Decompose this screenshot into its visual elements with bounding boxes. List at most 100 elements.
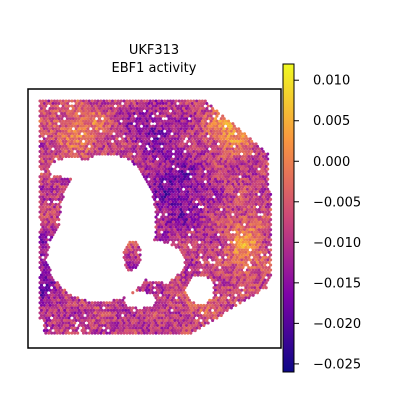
spot (170, 293, 174, 297)
spot (250, 286, 254, 290)
spot (139, 170, 144, 174)
spot (187, 147, 191, 151)
spot (164, 313, 168, 318)
spot (200, 170, 204, 174)
spot (229, 260, 233, 265)
spot (183, 296, 187, 300)
spot (93, 129, 97, 133)
spot (96, 301, 100, 305)
spot (55, 296, 59, 300)
spot (92, 112, 96, 116)
spot (266, 177, 270, 181)
spot (183, 210, 187, 214)
spot (141, 117, 145, 121)
spot (92, 323, 96, 328)
spot (269, 233, 273, 237)
spot (70, 109, 74, 113)
spot (151, 326, 155, 330)
spot (266, 192, 270, 196)
spot (184, 101, 189, 106)
spot (192, 235, 196, 239)
spot (208, 207, 212, 212)
spot (229, 190, 233, 194)
spot (183, 185, 187, 189)
spot (264, 220, 268, 224)
spot (44, 119, 48, 123)
spot (142, 316, 146, 320)
spot (211, 142, 215, 146)
spot (215, 205, 219, 209)
spot (219, 258, 223, 262)
spot (213, 288, 218, 292)
spot (211, 273, 215, 277)
spot (179, 283, 183, 287)
spot (263, 243, 267, 247)
spot (68, 112, 73, 116)
spot (248, 228, 252, 232)
spot (202, 313, 206, 318)
spot (173, 132, 177, 136)
spot (96, 139, 100, 143)
spot (208, 313, 212, 318)
spot (228, 167, 232, 171)
spot (126, 112, 131, 116)
spot (250, 190, 254, 194)
spot (244, 240, 248, 244)
spot (195, 129, 199, 133)
spot (186, 326, 190, 330)
spot (129, 268, 133, 272)
spot (195, 175, 199, 179)
spot (216, 308, 220, 312)
spot (157, 281, 161, 285)
spot (38, 306, 42, 310)
spot (45, 182, 49, 186)
spot (89, 101, 93, 106)
spot (237, 258, 241, 262)
spot (202, 243, 206, 247)
spot (124, 137, 128, 141)
spot (202, 132, 206, 136)
spot (151, 109, 155, 113)
spot (240, 157, 244, 161)
spot (93, 109, 97, 113)
spot (231, 122, 235, 126)
spot (174, 306, 178, 310)
spot (109, 107, 113, 111)
spot (137, 286, 141, 290)
spot (229, 286, 233, 290)
spot (184, 187, 189, 191)
spot (225, 283, 229, 287)
spot (226, 200, 231, 204)
spot (254, 238, 258, 242)
spot (269, 202, 273, 206)
spot (157, 235, 161, 239)
spot (170, 323, 174, 328)
spot (167, 187, 171, 191)
spot (209, 245, 213, 249)
spot (155, 152, 160, 156)
spot (145, 154, 149, 159)
spot (186, 321, 190, 325)
spot (193, 192, 197, 196)
spot (182, 101, 186, 106)
spot (180, 154, 184, 159)
spot (176, 142, 180, 146)
spot (261, 230, 265, 234)
spot (205, 112, 209, 116)
spot (184, 172, 189, 176)
spot (105, 311, 109, 315)
spot (251, 157, 255, 161)
spot (179, 248, 183, 252)
spot (263, 197, 267, 201)
spot (211, 298, 215, 302)
spot (55, 291, 59, 295)
spot (183, 129, 187, 133)
spot (266, 167, 270, 171)
spot (213, 273, 218, 277)
spot (228, 233, 232, 237)
spot (161, 212, 165, 217)
spot (141, 127, 145, 131)
spot (84, 149, 88, 154)
spot (163, 210, 167, 214)
spot (83, 329, 87, 333)
